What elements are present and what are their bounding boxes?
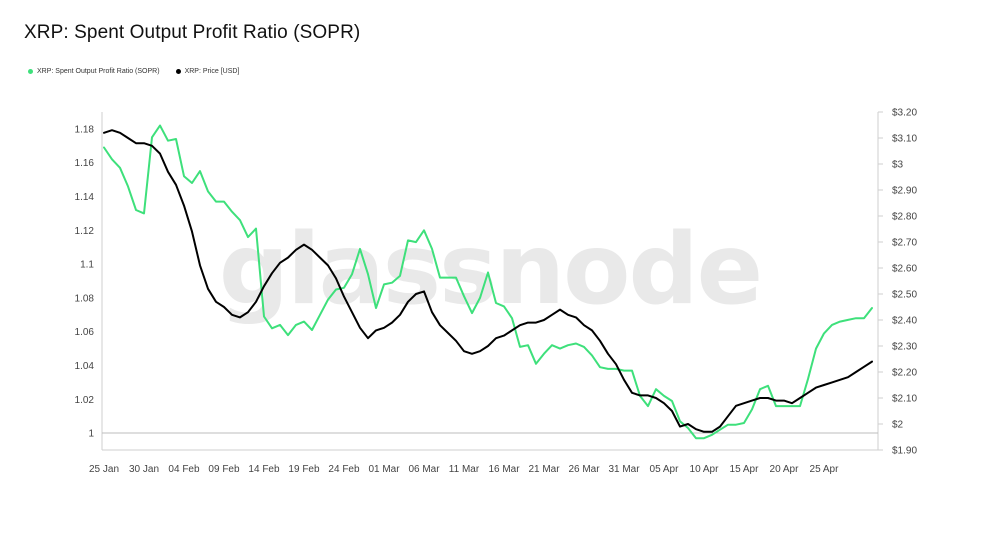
y-left-tick-label: 1.08 (75, 293, 95, 304)
y-left-tick-label: 1.16 (75, 158, 95, 169)
y-right-tick-label: $2.20 (892, 368, 917, 379)
y-right-tick-label: $2.50 (892, 290, 917, 301)
x-tick-label: 16 Mar (488, 464, 520, 475)
y-left-tick-label: 1.02 (75, 395, 95, 406)
x-tick-label: 10 Apr (690, 464, 720, 475)
x-tick-label: 04 Feb (168, 464, 200, 475)
y-left-tick-label: 1 (88, 429, 94, 440)
x-tick-label: 06 Mar (408, 464, 440, 475)
y-right-tick-label: $2.60 (892, 264, 917, 275)
x-tick-label: 09 Feb (208, 464, 240, 475)
x-tick-label: 25 Jan (89, 464, 119, 475)
x-tick-label: 11 Mar (449, 464, 480, 475)
y-left-tick-label: 1.1 (80, 260, 94, 271)
legend-swatch-sopr (28, 69, 33, 74)
y-left-tick-label: 1.18 (75, 124, 95, 135)
x-tick-label: 15 Apr (730, 464, 760, 475)
legend-label-price: XRP: Price [USD] (184, 68, 240, 75)
x-tick-label: 31 Mar (608, 464, 640, 475)
legend-item-price[interactable]: XRP: Price [USD] (175, 68, 240, 75)
series-line-price (103, 129, 873, 433)
y-right-tick-label: $3 (892, 160, 904, 171)
x-tick-label: 26 Mar (568, 464, 600, 475)
y-right-tick-label: $3.10 (892, 134, 917, 145)
watermark: glassnode (219, 213, 761, 327)
y-right-tick-label: $1.90 (892, 446, 917, 457)
x-tick-label: 24 Feb (328, 464, 360, 475)
y-right-tick-label: $2.90 (892, 186, 917, 197)
x-tick-label: 01 Mar (368, 464, 400, 475)
x-tick-label: 30 Jan (129, 464, 159, 475)
x-tick-label: 05 Apr (650, 464, 680, 475)
y-right-tick-label: $2.10 (892, 394, 917, 405)
legend-item-sopr[interactable]: XRP: Spent Output Profit Ratio (SOPR) (28, 68, 160, 75)
y-right-tick-label: $2 (892, 420, 904, 431)
y-right-tick-label: $2.70 (892, 238, 917, 249)
y-left-tick-label: 1.12 (75, 226, 95, 237)
legend-swatch-price (175, 69, 181, 74)
y-right-tick-label: $2.80 (892, 212, 917, 223)
y-left-tick-label: 1.04 (75, 361, 95, 372)
legend: XRP: Spent Output Profit Ratio (SOPR) XR… (28, 68, 239, 75)
x-tick-label: 25 Apr (810, 464, 840, 475)
chart-title: XRP: Spent Output Profit Ratio (SOPR) (24, 22, 361, 43)
y-right-tick-label: $3.20 (892, 108, 917, 119)
legend-label-sopr: XRP: Spent Output Profit Ratio (SOPR) (37, 68, 160, 75)
series-line-sopr (103, 124, 873, 440)
y-left-tick-label: 1.06 (75, 327, 95, 338)
x-tick-label: 20 Apr (770, 464, 800, 475)
y-left-tick-label: 1.14 (75, 192, 95, 203)
y-right-tick-label: $2.30 (892, 342, 917, 353)
x-tick-label: 14 Feb (248, 464, 280, 475)
x-tick-label: 21 Mar (528, 464, 560, 475)
x-tick-label: 19 Feb (288, 464, 320, 475)
y-right-tick-label: $2.40 (892, 316, 917, 327)
